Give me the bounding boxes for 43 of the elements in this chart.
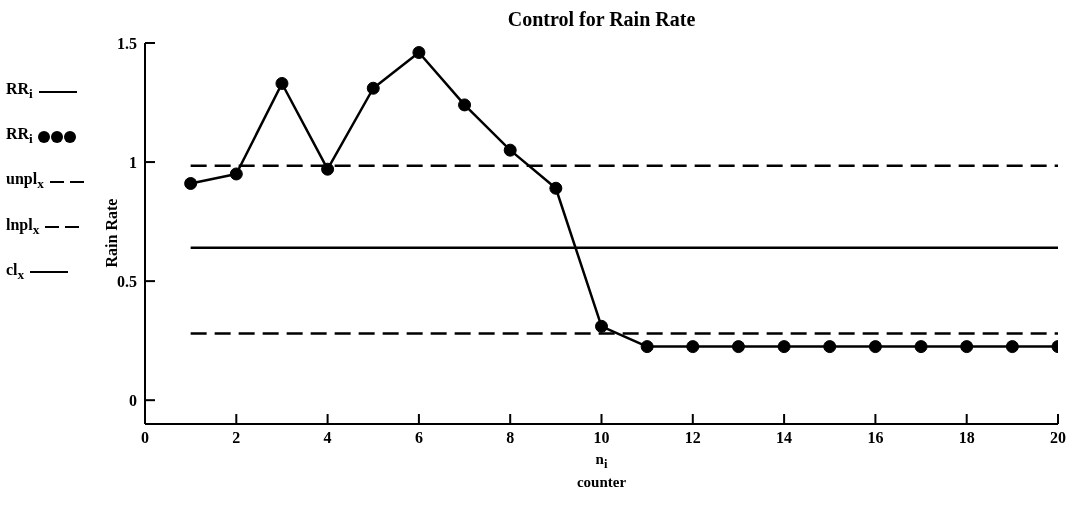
point bbox=[412, 46, 426, 60]
point bbox=[731, 340, 745, 354]
legend-label: RR$_{i}$ bbox=[6, 80, 33, 104]
point bbox=[321, 162, 335, 176]
x-tick-label: 10 bbox=[593, 429, 610, 447]
legend-label: unpl$_{x}$ bbox=[6, 170, 44, 194]
x-tick-label: 6 bbox=[414, 429, 423, 447]
chart-title: Control for Rain Rate bbox=[506, 8, 697, 31]
point bbox=[960, 340, 974, 354]
x-tick-label: 18 bbox=[958, 429, 975, 447]
point bbox=[275, 76, 289, 90]
point bbox=[366, 81, 380, 95]
x-tick-label: 4 bbox=[323, 429, 332, 447]
legend-label: lnpl$_{x}$ bbox=[6, 215, 40, 239]
x-tick-label: 2 bbox=[232, 429, 241, 447]
point bbox=[1005, 340, 1019, 354]
x-axis-title: n$_{i}$ bbox=[594, 450, 609, 473]
point bbox=[777, 340, 791, 354]
point bbox=[823, 340, 837, 354]
x-tick-label: 12 bbox=[684, 429, 701, 447]
x-tick-label: 0 bbox=[141, 429, 149, 447]
point bbox=[868, 340, 882, 354]
point bbox=[640, 340, 654, 354]
y-tick-label: 0 bbox=[129, 391, 137, 409]
point bbox=[229, 167, 243, 181]
x-tick-label: 16 bbox=[867, 429, 884, 447]
y-axis-title: Rain Rate bbox=[103, 198, 121, 268]
x-tick-label: 20 bbox=[1050, 429, 1066, 447]
x-tick-label: 14 bbox=[776, 429, 793, 447]
x-tick-label: 8 bbox=[506, 429, 515, 447]
text: counter bbox=[575, 473, 628, 491]
y-tick-label: 0.5 bbox=[117, 272, 137, 290]
point bbox=[549, 181, 563, 195]
point bbox=[503, 143, 517, 157]
y-tick-label: 1.5 bbox=[117, 34, 137, 52]
point bbox=[184, 176, 198, 190]
y-tick-label: 1 bbox=[129, 153, 137, 171]
point bbox=[595, 319, 608, 333]
point bbox=[458, 98, 472, 112]
point bbox=[914, 340, 928, 354]
point bbox=[686, 340, 700, 354]
legend-label: RR$_{i}$ bbox=[6, 125, 33, 149]
legend-label: cl$_{x}$ bbox=[6, 260, 25, 284]
